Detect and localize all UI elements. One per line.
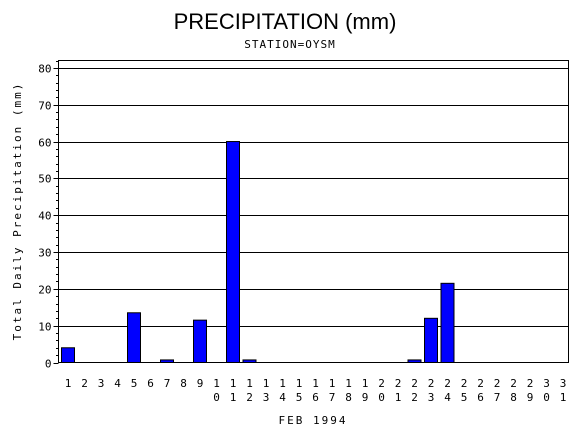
y-tick-label: 60: [38, 137, 51, 150]
y-tick-label: 20: [38, 284, 51, 297]
x-tick-label: 6: [147, 377, 154, 390]
gridlines: [58, 68, 569, 327]
x-tick-label: 1: [65, 377, 72, 390]
bar-day-5: [127, 312, 141, 363]
bar-day-11: [226, 141, 240, 363]
y-tick-label: 10: [38, 321, 51, 334]
x-tick-label: 3: [98, 377, 105, 390]
bar-day-9: [193, 319, 207, 363]
chart-title: PRECIPITATION (mm): [174, 9, 397, 34]
plot-frame: [58, 60, 569, 363]
y-tick-label: 40: [38, 210, 51, 223]
bar-day-23: [424, 317, 438, 363]
y-tick-label: 30: [38, 247, 51, 260]
y-tick-label: 50: [38, 173, 51, 186]
chart-subtitle: STATION=OYSM: [244, 38, 335, 51]
y-tick-label: 80: [38, 63, 51, 76]
y-tick-label: 0: [45, 358, 52, 371]
x-axis-label: FEB 1994: [279, 414, 348, 427]
y-tick-label: 70: [38, 100, 51, 113]
bar-day-24: [440, 282, 455, 364]
x-axis-ticks: 1 2 3 4 5 6 7 8 9 1 01 11 21 31 41 51 61 71 81 92 02 12 22 32 42…: [65, 377, 567, 404]
x-tick-label: 2: [81, 377, 88, 390]
x-tick-label: 9: [197, 377, 204, 390]
x-tick-label: 7: [164, 377, 171, 390]
y-axis-ticks: 0 10 20 30 40 50 60 70 80: [38, 61, 59, 371]
x-tick-label: 8: [180, 377, 187, 390]
x-tick-label: 5: [131, 377, 138, 390]
y-axis-label: Total Daily Precipitation (mm): [11, 82, 24, 341]
x-tick-label: 4: [114, 377, 121, 390]
bar-day-1: [61, 347, 75, 363]
